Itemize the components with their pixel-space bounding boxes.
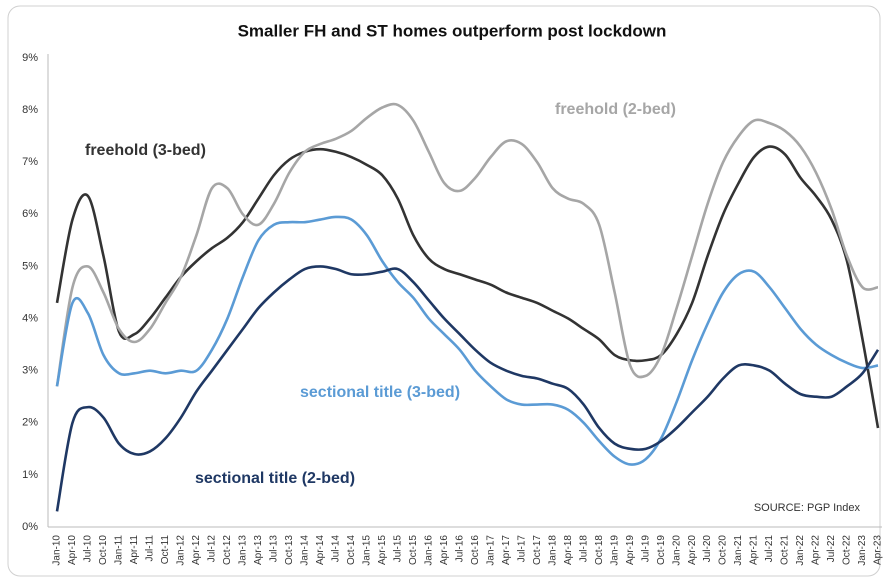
chart-frame [7, 5, 881, 577]
series-line [55, 215, 879, 466]
series-line [55, 265, 880, 512]
series-label: freehold (3-bed) [85, 142, 206, 159]
x-tick-label: Jul-18 [578, 535, 589, 563]
x-tick-label: Jul-16 [454, 535, 465, 563]
x-tick-label: Apr-17 [501, 535, 512, 565]
x-tick-label: Oct-16 [470, 535, 481, 565]
x-tick-label: Jan-17 [485, 535, 496, 566]
x-tick-label: Apr-14 [315, 535, 326, 565]
x-tick-label: Jul-17 [516, 535, 527, 563]
series-label: sectional title (3-bed) [300, 384, 460, 401]
x-tick-label: Jan-19 [609, 535, 620, 566]
x-tick-label: Jan-22 [795, 535, 806, 566]
x-tick-label: Jan-14 [299, 535, 310, 566]
x-tick-label: Apr-19 [625, 535, 636, 565]
x-tick-label: Apr-12 [191, 535, 202, 565]
x-tick-label: Oct-20 [718, 535, 729, 565]
x-tick-label: Apr-13 [253, 535, 264, 565]
x-tick-label: Oct-15 [408, 535, 419, 565]
x-tick-label: Apr-15 [377, 535, 388, 565]
x-tick-label: Oct-17 [532, 535, 543, 565]
x-tick-label: Jan-21 [733, 535, 744, 566]
y-tick-label: 2% [22, 417, 38, 429]
x-tick-label: Apr-21 [749, 535, 760, 565]
x-tick-label: Jul-19 [640, 535, 651, 563]
x-tick-label: Jul-10 [83, 535, 94, 563]
x-tick-label: Oct-10 [98, 535, 109, 565]
series-line [55, 145, 880, 429]
y-tick-label: 3% [22, 365, 38, 377]
x-tick-label: Apr-16 [439, 535, 450, 565]
x-tick-label: Oct-19 [656, 535, 667, 565]
x-tick-label: Jul-15 [392, 535, 403, 563]
x-tick-label: Jan-15 [361, 535, 372, 566]
series-label: freehold (2-bed) [555, 101, 676, 118]
y-tick-label: 9% [22, 52, 38, 64]
x-tick-label: Oct-14 [346, 535, 357, 565]
x-tick-label: Jan-11 [114, 535, 125, 565]
x-tick-label: Oct-21 [780, 535, 791, 565]
x-tick-label: Jan-20 [671, 535, 682, 566]
x-tick-label: Apr-22 [811, 535, 822, 565]
x-tick-label: Jan-18 [547, 535, 558, 566]
x-tick-label: Jan-16 [423, 535, 434, 566]
x-tick-label: Jul-12 [207, 535, 218, 563]
x-tick-label: Apr-11 [129, 535, 140, 565]
x-tick-label: Oct-13 [284, 535, 295, 565]
y-tick-label: 8% [22, 104, 38, 116]
x-tick-label: Oct-18 [594, 535, 605, 565]
series-line [55, 102, 879, 387]
x-tick-label: Jan-13 [238, 535, 249, 566]
x-tick-label: Jul-11 [145, 535, 156, 562]
x-tick-label: Oct-11 [160, 535, 171, 565]
series-label: sectional title (2-bed) [195, 470, 355, 487]
x-tick-label: Apr-18 [563, 535, 574, 565]
x-tick-label: Oct-12 [222, 535, 233, 565]
y-tick-label: 4% [22, 312, 38, 324]
y-tick-label: 1% [22, 469, 38, 481]
y-tick-label: 0% [22, 521, 38, 533]
y-tick-label: 5% [22, 260, 38, 272]
source-note: SOURCE: PGP Index [754, 502, 861, 514]
y-tick-label: 7% [22, 156, 38, 168]
x-tick-label: Jul-13 [269, 535, 280, 563]
x-tick-label: Apr-23 [873, 535, 884, 565]
x-tick-label: Jul-22 [826, 535, 837, 563]
y-tick-label: 6% [22, 208, 38, 220]
x-tick-label: Apr-20 [687, 535, 698, 565]
x-tick-label: Jul-14 [330, 535, 341, 563]
x-tick-label: Jan-12 [176, 535, 187, 566]
chart-title: Smaller FH and ST homes outperform post … [238, 21, 667, 40]
x-tick-label: Oct-22 [842, 535, 853, 565]
x-tick-label: Jul-20 [702, 535, 713, 563]
x-tick-label: Jan-10 [52, 535, 63, 566]
x-tick-label: Jul-21 [764, 535, 775, 563]
x-tick-label: Apr-10 [67, 535, 78, 565]
x-tick-label: Jan-23 [857, 535, 868, 566]
